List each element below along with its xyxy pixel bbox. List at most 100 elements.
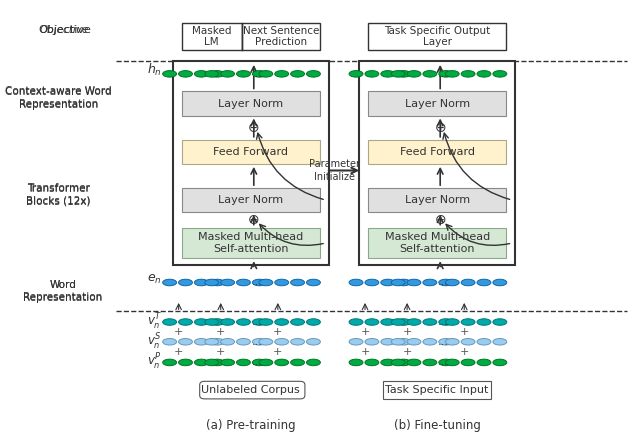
Text: ...: ... xyxy=(252,337,262,347)
Text: $e_n$: $e_n$ xyxy=(147,272,162,286)
Text: (b) Fine-tuning: (b) Fine-tuning xyxy=(394,419,481,432)
Ellipse shape xyxy=(163,319,177,325)
Ellipse shape xyxy=(407,339,421,345)
Ellipse shape xyxy=(291,319,305,325)
Ellipse shape xyxy=(445,319,459,325)
Ellipse shape xyxy=(291,279,305,286)
Ellipse shape xyxy=(349,339,363,345)
Text: ⊕: ⊕ xyxy=(248,121,260,135)
Ellipse shape xyxy=(407,359,421,366)
Text: Objective: Objective xyxy=(38,25,91,35)
Ellipse shape xyxy=(493,359,507,366)
Ellipse shape xyxy=(349,319,363,325)
Ellipse shape xyxy=(381,71,395,77)
Text: Feed Forward: Feed Forward xyxy=(400,147,475,157)
Ellipse shape xyxy=(423,279,436,286)
FancyBboxPatch shape xyxy=(182,140,320,164)
Ellipse shape xyxy=(397,319,411,325)
Text: +: + xyxy=(403,347,412,357)
FancyBboxPatch shape xyxy=(182,188,320,212)
Text: ...: ... xyxy=(252,69,262,79)
FancyBboxPatch shape xyxy=(368,228,506,258)
Ellipse shape xyxy=(259,319,273,325)
Ellipse shape xyxy=(211,359,224,366)
FancyBboxPatch shape xyxy=(242,23,320,50)
Ellipse shape xyxy=(291,359,305,366)
FancyBboxPatch shape xyxy=(368,140,506,164)
Ellipse shape xyxy=(195,359,208,366)
Text: Masked Multi-head
Self-attention: Masked Multi-head Self-attention xyxy=(385,232,490,254)
Text: +: + xyxy=(273,327,282,337)
Ellipse shape xyxy=(179,279,193,286)
Ellipse shape xyxy=(211,279,224,286)
Text: ⊕: ⊕ xyxy=(435,121,446,135)
Ellipse shape xyxy=(237,359,250,366)
Ellipse shape xyxy=(439,339,452,345)
Ellipse shape xyxy=(275,71,289,77)
Ellipse shape xyxy=(252,279,266,286)
Text: Transformer
Blocks (12x): Transformer Blocks (12x) xyxy=(26,183,91,206)
Ellipse shape xyxy=(211,319,224,325)
Ellipse shape xyxy=(477,359,491,366)
Text: +: + xyxy=(174,327,183,337)
Ellipse shape xyxy=(493,319,507,325)
Text: $h_n$: $h_n$ xyxy=(147,62,162,78)
Ellipse shape xyxy=(397,279,411,286)
Ellipse shape xyxy=(493,71,507,77)
Ellipse shape xyxy=(391,279,405,286)
Ellipse shape xyxy=(477,279,491,286)
Ellipse shape xyxy=(205,319,219,325)
Ellipse shape xyxy=(259,359,273,366)
Text: Layer Norm: Layer Norm xyxy=(218,99,284,108)
Ellipse shape xyxy=(275,319,289,325)
Text: ...: ... xyxy=(252,317,262,327)
Text: ⊕: ⊕ xyxy=(435,213,446,227)
Ellipse shape xyxy=(252,359,266,366)
Ellipse shape xyxy=(423,71,436,77)
Text: $v_n^S$: $v_n^S$ xyxy=(147,332,162,352)
Ellipse shape xyxy=(381,319,395,325)
Ellipse shape xyxy=(381,339,395,345)
Text: Masked
LM: Masked LM xyxy=(192,26,232,47)
Text: $v_n^P$: $v_n^P$ xyxy=(147,352,162,373)
FancyBboxPatch shape xyxy=(368,23,506,50)
Ellipse shape xyxy=(365,71,379,77)
Ellipse shape xyxy=(221,71,234,77)
Ellipse shape xyxy=(349,71,363,77)
Text: Word
Representation: Word Representation xyxy=(23,280,102,303)
Ellipse shape xyxy=(291,339,305,345)
Ellipse shape xyxy=(477,319,491,325)
FancyBboxPatch shape xyxy=(368,91,506,116)
Ellipse shape xyxy=(275,359,289,366)
Ellipse shape xyxy=(391,359,405,366)
Ellipse shape xyxy=(493,339,507,345)
Ellipse shape xyxy=(237,319,250,325)
Ellipse shape xyxy=(445,71,459,77)
Text: Feed Forward: Feed Forward xyxy=(213,147,288,157)
Ellipse shape xyxy=(307,279,321,286)
Ellipse shape xyxy=(179,339,193,345)
Ellipse shape xyxy=(391,71,405,77)
Ellipse shape xyxy=(252,71,266,77)
Ellipse shape xyxy=(195,279,208,286)
Ellipse shape xyxy=(205,339,219,345)
Ellipse shape xyxy=(205,359,219,366)
Text: +: + xyxy=(174,347,183,357)
Ellipse shape xyxy=(461,339,475,345)
Text: ...: ... xyxy=(252,278,262,287)
FancyBboxPatch shape xyxy=(182,23,242,50)
Text: ⊕: ⊕ xyxy=(248,213,260,227)
Text: ...: ... xyxy=(438,317,449,327)
Ellipse shape xyxy=(307,359,321,366)
FancyBboxPatch shape xyxy=(173,61,329,265)
Text: +: + xyxy=(403,327,412,337)
Ellipse shape xyxy=(237,71,250,77)
Ellipse shape xyxy=(259,339,273,345)
Text: Next Sentence
Prediction: Next Sentence Prediction xyxy=(243,26,319,47)
Ellipse shape xyxy=(477,339,491,345)
Ellipse shape xyxy=(445,359,459,366)
Text: +: + xyxy=(216,347,225,357)
Text: Word
Representation: Word Representation xyxy=(23,281,102,302)
Text: +: + xyxy=(360,327,370,337)
Ellipse shape xyxy=(163,339,177,345)
